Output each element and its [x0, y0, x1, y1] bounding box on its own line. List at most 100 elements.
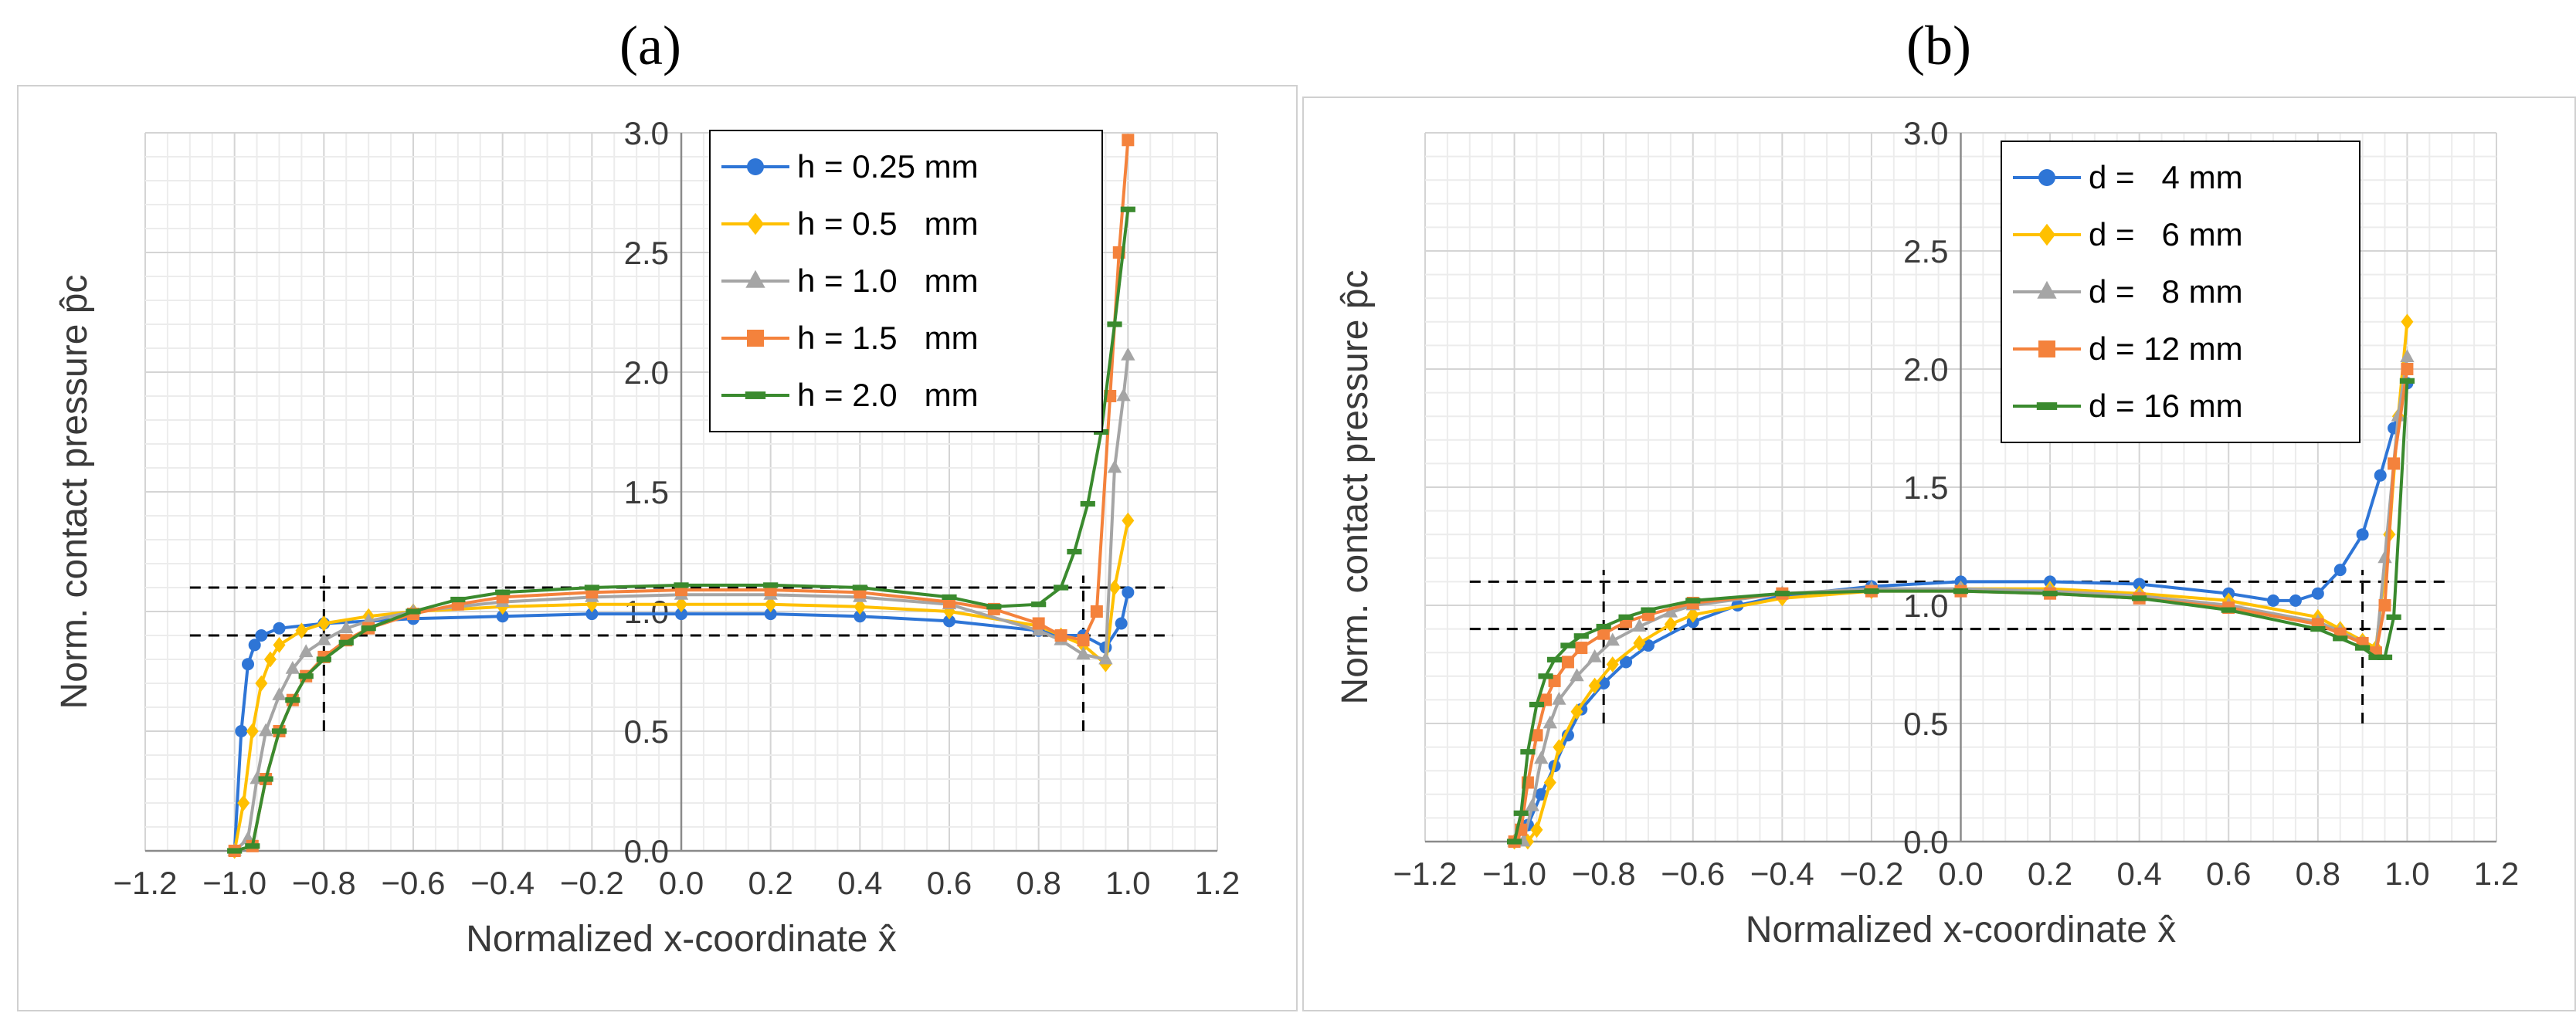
x-tick-label: 0.4 [837, 865, 882, 901]
legend-label: h = 1.5 mm [797, 320, 979, 356]
data-point [246, 723, 259, 740]
data-point [273, 622, 286, 635]
data-point [1538, 673, 1553, 679]
y-tick-label: 1.5 [1903, 469, 1948, 506]
data-point [242, 658, 255, 671]
data-point [273, 637, 286, 653]
x-tick-label: −1.2 [114, 865, 178, 901]
data-point [299, 644, 314, 658]
legend-item: d = 4 mm [2002, 153, 2359, 199]
data-point [2401, 313, 2414, 330]
data-point [272, 687, 287, 700]
data-point [1633, 635, 1646, 652]
data-point [1573, 633, 1589, 639]
data-point [1641, 607, 1656, 613]
data-point [1115, 617, 1128, 630]
data-point [406, 608, 421, 615]
x-tick-label: −0.4 [1750, 855, 1814, 892]
legend-symbol [2013, 340, 2081, 357]
y-tick-label: 0.5 [1903, 706, 1948, 742]
legend-marker [2036, 402, 2058, 410]
data-point [2221, 607, 2236, 613]
data-point [295, 622, 308, 639]
data-point [1561, 656, 1574, 669]
data-point [1546, 656, 1563, 662]
data-point [2355, 645, 2371, 651]
data-point [2377, 550, 2392, 564]
data-point [317, 615, 331, 632]
legend-label: h = 0.25 mm [797, 148, 979, 185]
x-tick-label: −1.0 [202, 865, 266, 901]
data-point [1076, 646, 1091, 660]
data-point [2400, 349, 2415, 363]
series-line [232, 520, 1130, 852]
data-point [1108, 579, 1121, 596]
data-point [263, 651, 277, 668]
legend-item: h = 1.5 mm [711, 313, 1101, 360]
x-tick-label: −1.0 [1482, 855, 1546, 892]
data-point [2333, 564, 2347, 577]
data-point [237, 794, 250, 811]
data-point [1596, 623, 1611, 630]
legend-symbol [2013, 223, 2081, 246]
x-tick-label: −0.2 [560, 865, 624, 901]
data-point [1098, 651, 1113, 665]
legend-item: h = 0.25 mm [711, 142, 1101, 188]
data-point [1664, 616, 1677, 632]
data-point [1122, 134, 1135, 147]
data-point [1552, 692, 1566, 705]
data-point [1663, 604, 1678, 618]
data-point [1543, 715, 1558, 729]
legend-marker [747, 330, 764, 347]
data-point [298, 673, 314, 679]
y-tick-label: 3.0 [1903, 115, 1948, 151]
data-point [1107, 321, 1122, 327]
data-point [338, 639, 354, 645]
data-point [1506, 839, 1522, 845]
legend-label: h = 0.5 mm [797, 205, 979, 242]
data-point [2311, 587, 2324, 600]
legend-label: d = 4 mm [2089, 159, 2243, 195]
y-tick-label: 2.0 [624, 354, 669, 391]
data-point [2386, 614, 2401, 620]
data-point [1560, 642, 1576, 649]
legend-marker [747, 212, 764, 235]
data-point [1080, 500, 1095, 507]
data-point [1587, 649, 1602, 662]
legend-marker [747, 158, 764, 175]
data-point [2401, 363, 2414, 375]
y-tick-label: 3.0 [624, 115, 669, 151]
y-axis-title: Norm. contact pressure p̂c [1335, 270, 1376, 705]
x-tick-label: 1.0 [2384, 855, 2429, 892]
data-point [2133, 578, 2146, 591]
x-tick-label: 0.2 [2028, 855, 2072, 892]
data-point [585, 608, 599, 621]
data-point [1031, 601, 1047, 608]
data-point [1530, 822, 1543, 839]
data-point [1605, 632, 1620, 646]
data-point [496, 610, 509, 623]
data-point [339, 620, 354, 634]
data-point [1570, 703, 1583, 720]
legend-label: h = 2.0 mm [797, 377, 979, 413]
legend-item: h = 0.5 mm [711, 199, 1101, 246]
data-point [986, 604, 1002, 610]
chart-b-svg: −1.2 −1.0 −0.8 −0.6 −0.4 −0.2 0.0 0.2 0.4 0.6 0.8 1… [1335, 115, 2519, 950]
data-point [1632, 618, 1647, 632]
data-point [1122, 512, 1135, 529]
legend-marker [2038, 169, 2055, 186]
y-tick-label: 0.0 [624, 833, 669, 869]
data-point [2377, 654, 2393, 660]
data-point [1620, 656, 1633, 669]
data-point [255, 629, 268, 642]
data-point [1588, 677, 1601, 694]
data-point [854, 598, 867, 615]
legend-marker [745, 391, 766, 399]
data-point [271, 728, 287, 734]
data-point [1513, 810, 1529, 816]
legend-symbol [721, 391, 789, 399]
data-point [316, 656, 331, 662]
x-axis-title: Normalized x-coordinate x̂ [466, 919, 897, 960]
series-5 [1506, 378, 2415, 845]
data-point [450, 596, 466, 603]
